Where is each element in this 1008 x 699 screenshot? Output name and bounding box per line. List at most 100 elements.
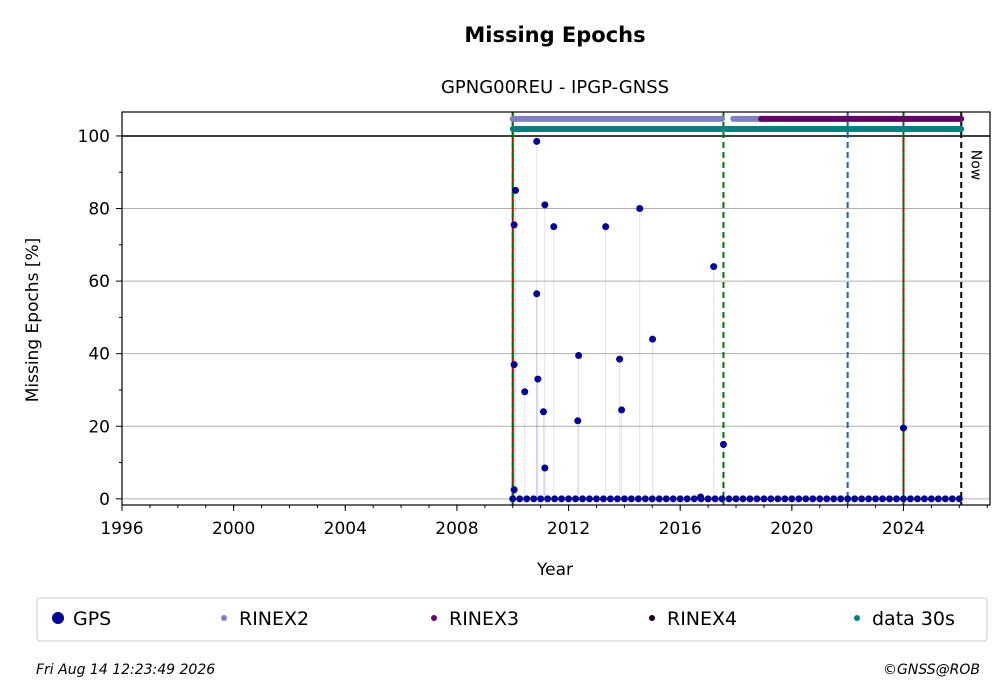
point — [534, 375, 542, 383]
point — [510, 486, 518, 494]
point — [544, 495, 552, 503]
point — [781, 495, 789, 503]
point — [649, 335, 657, 343]
point — [648, 495, 656, 503]
y-axis-label: Missing Epochs [%] — [23, 238, 43, 403]
legend-marker — [854, 615, 860, 621]
point — [641, 495, 649, 503]
point — [711, 495, 719, 503]
point — [851, 495, 859, 503]
point — [634, 495, 642, 503]
chart-title: Missing Epochs — [464, 23, 645, 47]
point — [697, 495, 705, 503]
point — [512, 186, 520, 194]
point — [565, 495, 573, 503]
legend-marker — [52, 612, 64, 624]
y-tick-label: 80 — [88, 200, 110, 220]
point — [676, 495, 684, 503]
point — [574, 417, 582, 425]
point — [690, 495, 698, 503]
point — [899, 424, 907, 432]
chart-subtitle: GPNG00REU - IPGP-GNSS — [441, 77, 669, 98]
point — [865, 495, 873, 503]
point — [636, 205, 644, 213]
point — [521, 388, 529, 396]
y-tick-label: 40 — [88, 345, 110, 365]
point — [533, 290, 541, 298]
point — [899, 495, 907, 503]
point — [710, 263, 718, 271]
point — [541, 464, 549, 472]
point — [913, 495, 921, 503]
point — [575, 351, 583, 359]
legend-label: data 30s — [872, 608, 955, 630]
point — [732, 495, 740, 503]
x-tick-label: 1996 — [100, 519, 143, 539]
point — [599, 495, 607, 503]
point — [802, 495, 810, 503]
x-tick-label: 2024 — [882, 519, 925, 539]
credit: ©GNSS@ROB — [883, 662, 980, 678]
point — [920, 495, 928, 503]
x-tick-label: 2012 — [547, 519, 590, 539]
point — [550, 223, 558, 231]
point — [510, 361, 518, 369]
point — [823, 495, 831, 503]
point — [844, 495, 852, 503]
point — [533, 137, 541, 145]
point — [886, 495, 894, 503]
point — [934, 495, 942, 503]
point — [830, 495, 838, 503]
point — [816, 495, 824, 503]
point — [760, 495, 768, 503]
point — [837, 495, 845, 503]
point — [879, 495, 887, 503]
point — [541, 201, 549, 209]
point — [669, 495, 677, 503]
point — [510, 221, 518, 229]
legend-marker — [649, 615, 655, 621]
legend-label: GPS — [73, 608, 111, 630]
point — [948, 495, 956, 503]
point — [616, 355, 624, 363]
point — [572, 495, 580, 503]
point — [618, 406, 626, 414]
legend-marker — [431, 615, 437, 621]
point — [704, 495, 712, 503]
point — [655, 495, 663, 503]
point — [579, 495, 587, 503]
x-tick-label: 2004 — [324, 519, 367, 539]
point — [746, 495, 754, 503]
y-tick-label: 0 — [99, 490, 110, 510]
point — [893, 495, 901, 503]
point — [683, 495, 691, 503]
point — [767, 495, 775, 503]
point — [809, 495, 817, 503]
point — [585, 495, 593, 503]
now-label: Now — [967, 150, 983, 181]
point — [719, 440, 727, 448]
plot-frame — [121, 111, 991, 506]
point — [613, 495, 621, 503]
point — [725, 495, 733, 503]
point — [530, 495, 538, 503]
legend-label: RINEX3 — [449, 608, 519, 630]
point — [718, 495, 726, 503]
point — [606, 495, 614, 503]
legend-box — [36, 597, 988, 642]
x-tick-label: 2016 — [659, 519, 702, 539]
point — [858, 495, 866, 503]
point — [592, 495, 600, 503]
timestamp: Fri Aug 14 12:23:49 2026 — [36, 662, 215, 678]
point — [906, 495, 914, 503]
point — [539, 408, 547, 416]
point — [753, 495, 761, 503]
point — [872, 495, 880, 503]
x-tick-label: 2020 — [770, 519, 813, 539]
point — [523, 495, 531, 503]
point — [509, 495, 517, 503]
y-tick-label: 20 — [88, 417, 110, 437]
point — [627, 495, 635, 503]
legend-label: RINEX4 — [667, 608, 737, 630]
